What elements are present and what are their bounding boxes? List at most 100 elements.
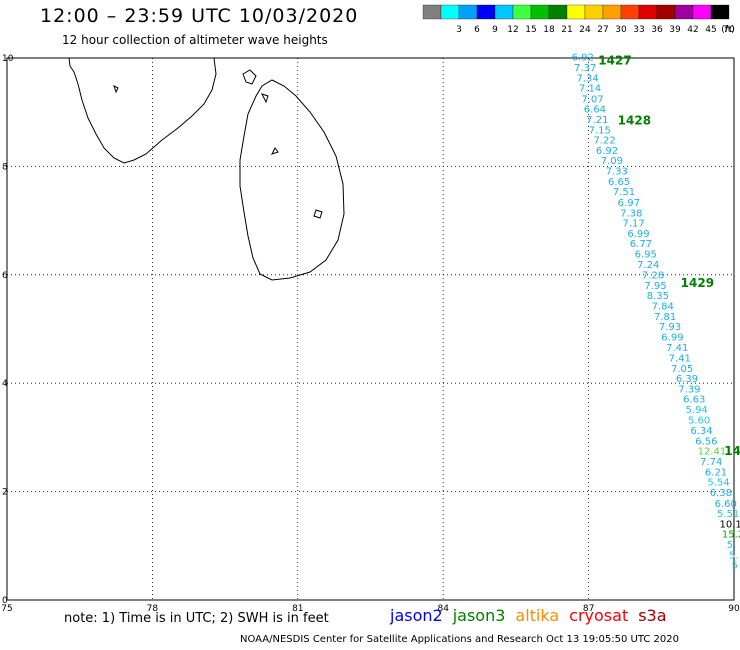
wave-height-value: 7.84	[652, 301, 674, 312]
wave-height-value: 7.05	[671, 364, 693, 375]
pass-number-label: 1427	[598, 54, 631, 68]
wave-height-value: 7.34	[576, 73, 598, 84]
wave-height-value: 5.54	[707, 478, 729, 489]
observations-layer: 6.927.377.347.147.076.647.217.157.226.92…	[572, 53, 740, 572]
wave-height-value: 5.	[727, 540, 737, 551]
scale-tick-label: 36	[651, 25, 663, 35]
wave-height-value: 7.15	[589, 125, 611, 136]
scale-tick-label: 45	[705, 25, 716, 35]
wave-height-value: 6.92	[596, 146, 618, 157]
scale-tick-label: 3	[456, 25, 462, 35]
scale-tick-label: 33	[633, 25, 644, 35]
wave-height-value: 7.14	[579, 84, 601, 95]
wave-height-value: 7.93	[659, 322, 681, 333]
wave-height-value: 7.74	[700, 457, 722, 468]
scale-tick-label: 24	[579, 25, 591, 35]
axis-ticks: 75 78 81 84 87 90 0 2 4 6 8 10	[1, 54, 740, 614]
wave-height-value: 7.28	[642, 271, 664, 282]
coastline	[68, 57, 345, 281]
wave-height-value: 6.77	[630, 239, 652, 250]
scale-tick-label: 70	[723, 25, 735, 35]
wave-height-value: 10.1	[719, 519, 740, 530]
wave-height-value: 6.21	[705, 467, 727, 478]
wave-height-value: 6.38	[710, 488, 732, 499]
wave-height-value: 7.37	[574, 63, 596, 74]
lon-tick-label: 75	[1, 604, 12, 614]
lat-tick-label: 4	[2, 379, 8, 389]
wave-height-value: 5.60	[688, 415, 710, 426]
lon-tick-label: 81	[292, 604, 303, 614]
wave-height-value: 6.63	[683, 395, 705, 406]
india-coastline	[68, 57, 217, 164]
scale-tick-label: 42	[687, 25, 698, 35]
wave-height-value: 7.24	[637, 260, 659, 271]
satellite-legend-item: altika	[515, 606, 560, 625]
jaffna-islands	[113, 69, 323, 219]
wave-height-value: 7.21	[586, 115, 608, 126]
wave-height-value: 5	[732, 561, 738, 572]
wave-height-value: 6.39	[676, 374, 698, 385]
scale-unit: (ft)	[721, 25, 735, 35]
wave-height-value: 6.34	[690, 426, 712, 437]
wave-height-value: 6.99	[661, 332, 683, 343]
scale-swatch	[710, 4, 730, 20]
scale-tick-label: 6	[474, 25, 480, 35]
color-scale-legend: 3 6 9 12 15 18 21 24 27 30 33 36 39 42 45 70(ft)	[422, 4, 735, 35]
pass-number-label: 1429	[681, 276, 714, 290]
satellite-legend-item: jason3	[452, 606, 506, 625]
footer-credit: NOAA/NESDIS Center for Satellite Applica…	[240, 634, 679, 645]
wave-height-value: 6.56	[695, 436, 717, 447]
wave-height-value: 7.41	[669, 354, 691, 365]
scale-tick-label: 27	[597, 25, 608, 35]
wave-height-value: 7.07	[581, 94, 603, 105]
lon-tick-label: 78	[147, 604, 159, 614]
wave-height-value: 7.41	[666, 343, 688, 354]
wave-height-value: 6.64	[584, 105, 606, 116]
map-title: 12:00 – 23:59 UTC 10/03/2020	[40, 5, 359, 27]
scale-tick-label: 15	[525, 25, 536, 35]
wave-height-value: 7.39	[678, 384, 700, 395]
wave-height-value: 6.95	[635, 249, 657, 260]
wave-height-value: 6.65	[608, 177, 630, 188]
map-frame	[6, 57, 735, 601]
wave-height-value: 7.51	[613, 187, 635, 198]
wave-height-value: 7.95	[644, 281, 666, 292]
scale-tick-label: 12	[507, 25, 518, 35]
lat-tick-label: 8	[2, 162, 8, 172]
footer-note: note: 1) Time is in UTC; 2) SWH is in fe…	[64, 611, 329, 626]
map-subtitle: 12 hour collection of altimeter wave hei…	[62, 33, 328, 47]
lon-tick-label: 87	[583, 604, 594, 614]
scale-tick-label: 21	[561, 25, 572, 35]
satellite-legend-item: jason2	[390, 606, 443, 625]
pass-labels-layer: 1427 1428 1429 14	[598, 54, 740, 458]
lat-tick-label: 10	[2, 54, 14, 64]
wave-height-value: 6.60	[715, 499, 737, 510]
sri-lanka-coastline	[239, 79, 345, 281]
wave-height-value: 12.41	[698, 447, 727, 458]
wave-height-value: 7.09	[601, 156, 623, 167]
wave-height-value: 7.38	[620, 208, 642, 219]
wave-height-value: 5.51	[717, 509, 739, 520]
scale-tick-label: 9	[492, 25, 498, 35]
lon-tick-label: 84	[437, 604, 449, 614]
wave-height-value: 7.33	[606, 167, 628, 178]
wave-height-value: 5.	[729, 550, 739, 561]
scale-tick-label: 30	[615, 25, 627, 35]
wave-height-value: 15.2	[722, 530, 740, 541]
lat-tick-label: 2	[2, 488, 8, 498]
wave-height-value: 7.17	[623, 219, 645, 230]
lat-tick-label: 6	[2, 271, 8, 281]
scale-tick-label: 18	[543, 25, 555, 35]
wave-height-value: 7.22	[593, 136, 615, 147]
wave-height-value: 6.99	[627, 229, 649, 240]
wave-height-value: 5.94	[686, 405, 708, 416]
lon-tick-label: 90	[728, 604, 740, 614]
satellite-legend: jason2 jason3 altika cryosat s3a	[390, 606, 677, 625]
satellite-legend-item: s3a	[638, 606, 667, 625]
scale-tick-label: 39	[669, 25, 681, 35]
wave-height-value: 6.97	[618, 198, 640, 209]
satellite-legend-item: cryosat	[569, 606, 629, 625]
pass-number-label: 14	[724, 444, 740, 458]
pass-number-label: 1428	[618, 113, 651, 127]
